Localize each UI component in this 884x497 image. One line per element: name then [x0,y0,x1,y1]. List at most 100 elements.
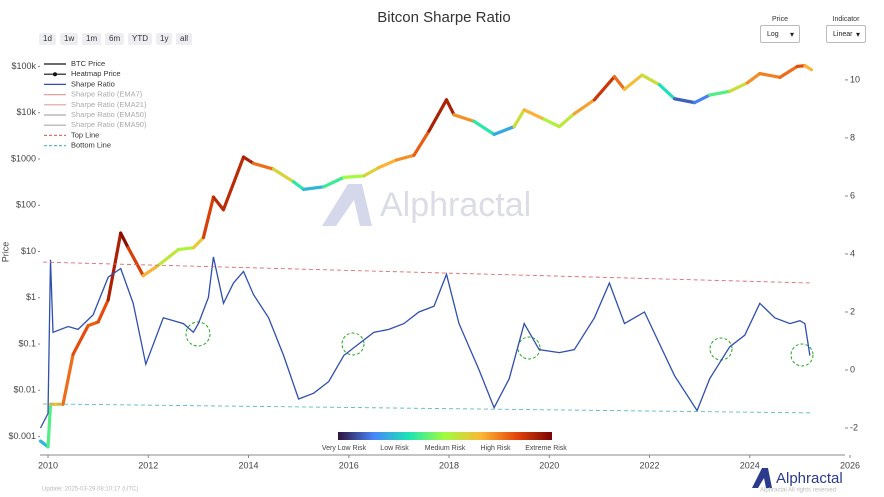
heatmap-segment [572,98,596,116]
range-button[interactable]: all [176,33,193,45]
heatmap-segment [106,231,123,302]
x-tick-label: 2022 [639,460,659,470]
highlight-circle [185,321,211,347]
legend-label: Sharpe Ratio (EMA50) [71,110,147,119]
highlight-circles [185,321,814,367]
colorbar-label: Extreme Risk [525,445,567,452]
range-button[interactable]: 6m [105,33,125,45]
heatmap-segment [302,185,326,191]
range-button[interactable]: 1m [82,33,102,45]
x-tick-label: 2010 [38,460,58,470]
range-button[interactable]: 1w [60,33,79,45]
heatmap-segment [444,98,456,117]
x-tick-label: 2020 [539,460,559,470]
heatmap-segment [522,108,546,121]
heatmap-segment [119,231,130,250]
highlight-circle [790,343,814,367]
heatmap-segment [612,75,627,91]
heatmap-segment [394,153,416,162]
series-line [40,64,812,449]
legend-label: Heatmap Price [71,69,121,78]
heatmap-segment [693,93,712,105]
control-label: Indicator [832,16,860,23]
series-line [39,256,811,429]
colorbar [338,432,552,440]
y-tick-label: $10 [21,246,36,256]
heatmap-segment [156,247,180,268]
series-line [42,261,812,284]
watermark-logo [322,184,372,226]
y-axis-label: Price [0,242,10,263]
heatmap-segment [46,402,53,449]
colorbar-label: Very Low Risk [322,445,367,452]
heatmap-segment [86,320,100,328]
x-tick-label: 2014 [239,460,259,470]
heatmap-segment [745,71,762,85]
y-tick-label: $100k [11,61,36,71]
heatmap-segment [241,155,256,166]
heatmap-segment [708,89,732,97]
x-tick-label: 2024 [740,460,760,470]
chart-title: Bitcon Sharpe Ratio [377,9,510,26]
heatmap-segment [412,129,431,157]
heatmap-segment [71,324,90,356]
heatmap-segment [512,108,526,129]
heatmap-segment [758,71,782,79]
series-line [42,403,812,414]
heatmap-segment [322,175,346,189]
legend-label: Sharpe Ratio (EMA90) [71,120,147,129]
legend-label: Top Line [71,130,99,139]
y-tick-label: $10k [16,107,36,117]
heatmap-segment [251,161,276,171]
heatmap-segment [292,180,306,191]
highlight-circle [341,332,365,356]
y-tick-label: $0.1 [18,338,36,348]
heatmap-segment [492,125,516,136]
heatmap-segment [342,174,366,179]
heatmap-segment [452,113,476,123]
colorbar-label: Low Risk [380,445,409,452]
range-button[interactable]: 1y [156,33,173,45]
heatmap-segment [557,112,576,129]
heatmap-segment [96,298,110,324]
heatmap-segment [191,235,206,250]
heatmap-segment [126,246,145,278]
control-select[interactable]: Log [760,25,800,44]
legend-label: Sharpe Ratio (EMA7) [71,90,143,99]
heatmap-segment [211,195,226,212]
heatmap-segment [728,81,749,93]
heatmap-segment [377,158,398,170]
y-tick-label: $0.01 [13,385,36,395]
heatmap-segment [61,352,75,406]
legend-label: Sharpe Ratio [71,79,115,88]
x-tick-label: 2018 [439,460,459,470]
legend-dot [53,72,57,77]
heatmap-segment [141,263,160,278]
control-select[interactable]: Linear [826,25,866,44]
heatmap-segment [176,246,195,252]
y2-tick-label: 8 [850,132,855,142]
heatmap-segment [221,155,246,212]
legend-label: BTC Price [71,59,105,68]
brand-logo [752,468,772,488]
range-button[interactable]: 1d [39,33,56,45]
x-tick-label: 2026 [840,460,860,470]
heatmap-segment [271,167,296,184]
y-tick-label: $1000 [11,153,36,163]
heatmap-segment [640,73,662,87]
heatmap-segment [427,98,449,133]
legend-label: Sharpe Ratio (EMA21) [71,100,147,109]
y2-tick-label: 4 [850,248,855,258]
footer: Update: 2025-03-29 08:10:17 (UTC) [42,487,138,493]
colorbar-label: Medium Risk [425,445,466,452]
heatmap-segment [657,83,677,101]
y2-tick-label: 6 [850,190,855,200]
heatmap-segment [542,117,561,129]
y2-tick-label: 10 [850,74,860,84]
x-tick-label: 2016 [339,460,359,470]
range-button[interactable]: YTD [128,33,152,45]
brand-name: Alphractal [776,470,843,487]
rights: Alphractal All rights reserved [760,488,836,494]
